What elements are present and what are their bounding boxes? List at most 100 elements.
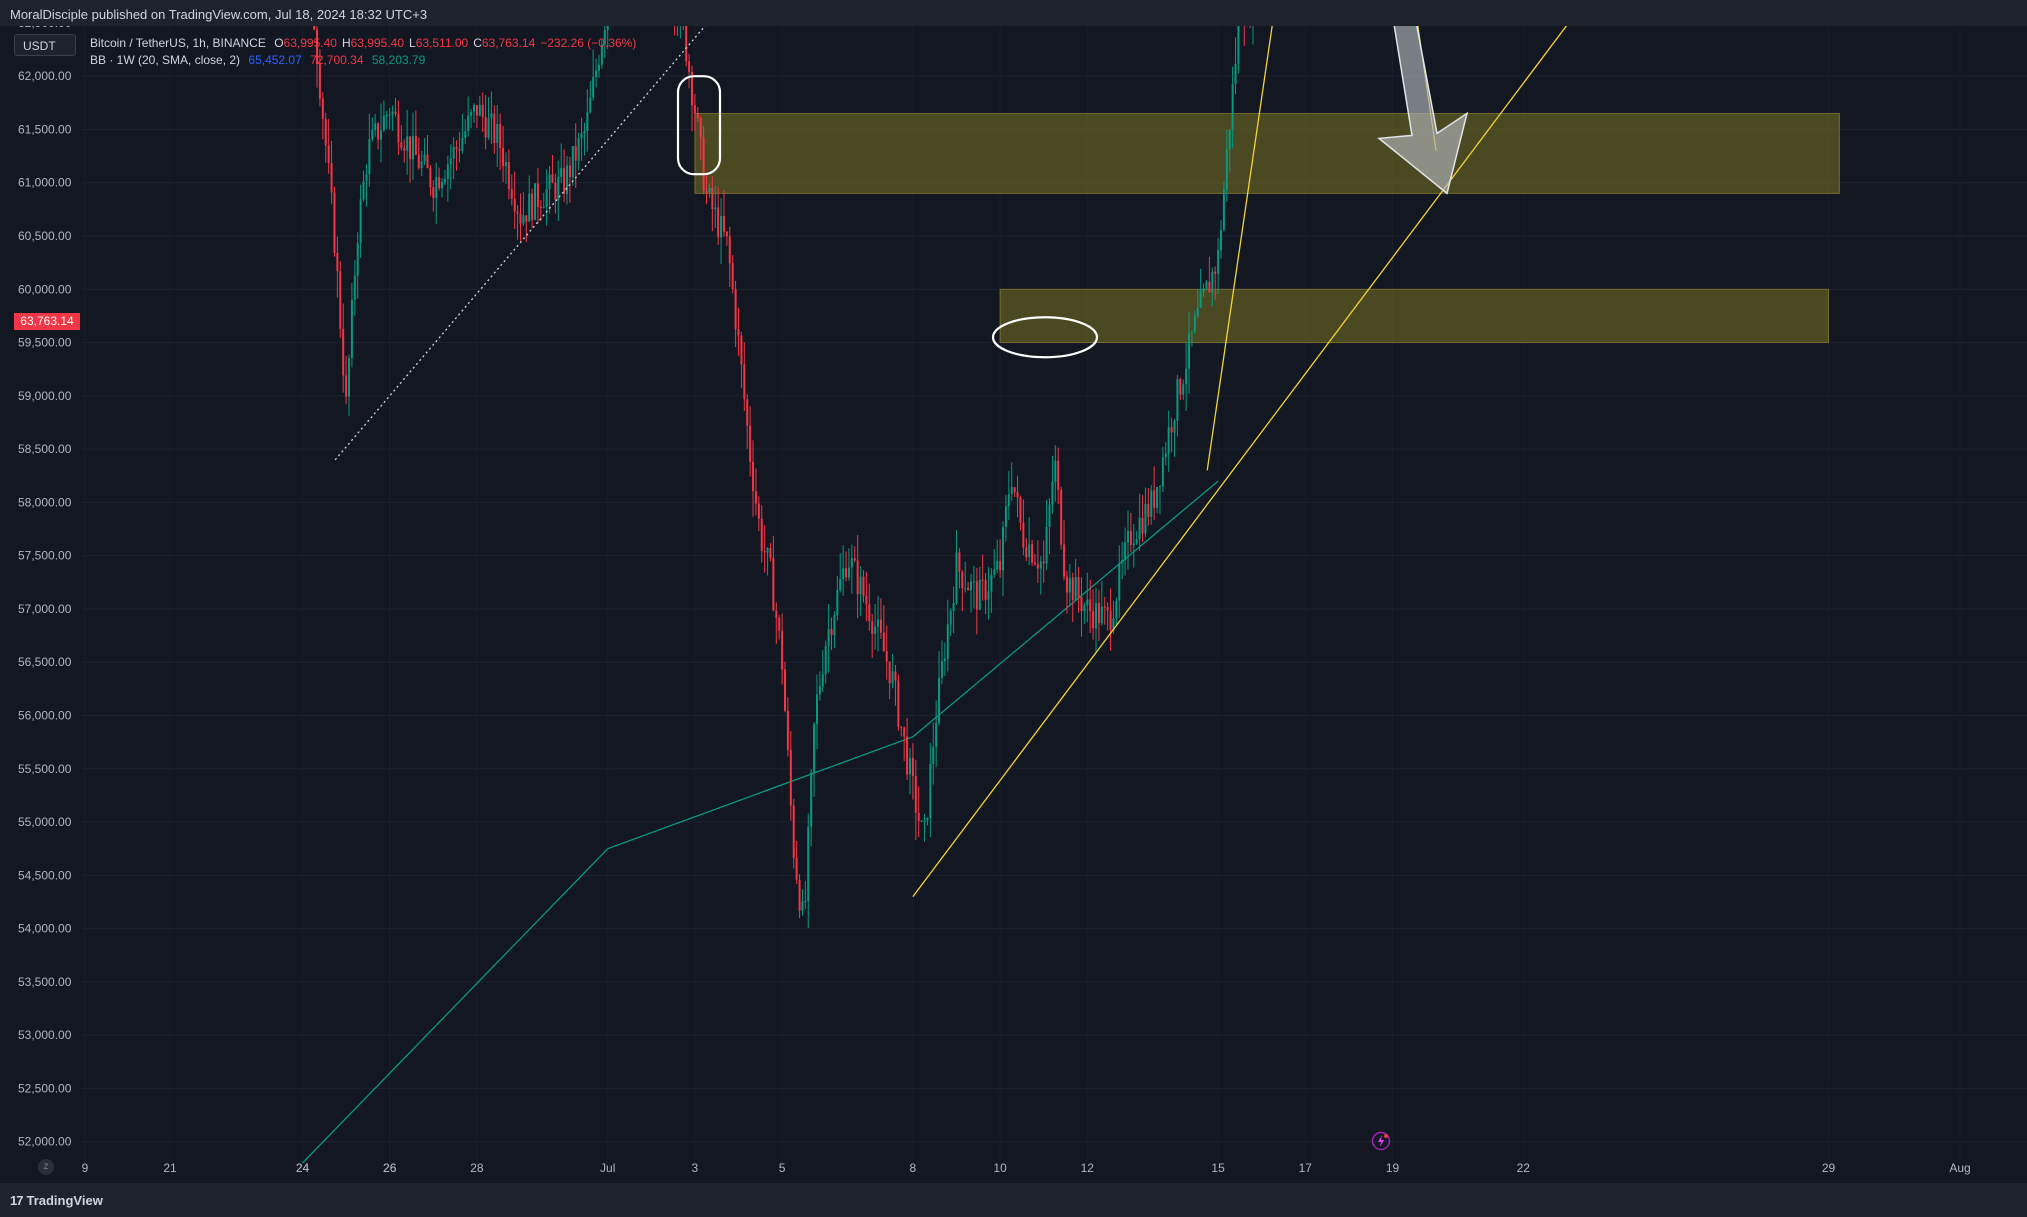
candle-body: [996, 561, 999, 570]
candle-body: [1092, 611, 1095, 629]
candle-body: [906, 736, 909, 775]
candle-body: [696, 113, 699, 119]
candle-body: [1004, 506, 1007, 527]
candle-body: [1234, 63, 1237, 85]
candle-body: [350, 299, 353, 359]
y-tick-label: 58,000.00: [18, 495, 72, 509]
candle-body: [999, 561, 1002, 571]
low-value: 63,511.00: [415, 36, 469, 50]
candle-body: [1179, 379, 1182, 395]
candle-body: [461, 137, 464, 151]
x-tick-label: 28: [470, 1161, 484, 1175]
candle-body: [891, 671, 894, 684]
candle-body: [475, 105, 478, 116]
x-tick-label: 9: [82, 1161, 89, 1175]
candle-body: [348, 358, 351, 397]
candle-body: [1199, 292, 1202, 308]
open-label: O: [274, 36, 284, 50]
candle-body: [600, 44, 603, 65]
candle-body: [1208, 281, 1211, 293]
flash-icon[interactable]: [1371, 1131, 1391, 1151]
candle-body: [603, 29, 606, 45]
y-tick-label: 56,000.00: [18, 708, 72, 722]
chart-area[interactable]: 52,000.00 52,500.00 53,000.00 53,500.00 54,0…: [0, 26, 2027, 1183]
candle-body: [429, 168, 432, 188]
candle-body: [333, 192, 336, 253]
candle-body: [571, 146, 574, 178]
candle-body: [359, 199, 362, 244]
candle-body: [464, 131, 467, 138]
legend-ohlc: O63,995.40 H63,995.40 L63,511.00 C63,763.14…: [274, 36, 641, 50]
y-tick-label: 61,000.00: [18, 176, 72, 190]
candle-body: [502, 148, 505, 167]
candle-body: [345, 375, 348, 397]
x-tick-label: 24: [296, 1161, 310, 1175]
candle-body: [853, 558, 856, 561]
candle-body: [754, 491, 757, 504]
candle-body: [923, 820, 926, 822]
candle-body: [1138, 517, 1141, 540]
candle-body: [420, 161, 423, 168]
candle-body: [757, 503, 760, 519]
bottom-bar: 17 TradingView: [0, 1183, 2027, 1217]
candle-body: [737, 329, 740, 336]
candle-body: [1217, 250, 1220, 274]
candle-body: [487, 118, 490, 138]
candle-body: [455, 147, 458, 150]
y-tick-label: 55,500.00: [18, 762, 72, 776]
candle-body: [1089, 599, 1092, 612]
candle-body: [711, 187, 714, 210]
candle-body: [379, 130, 382, 140]
candle-body: [990, 574, 993, 592]
candle-body: [836, 590, 839, 616]
z-icon[interactable]: z: [38, 1159, 54, 1175]
candle-body: [1185, 368, 1188, 385]
candle-body: [1109, 610, 1112, 631]
candle-body: [688, 61, 691, 72]
highlight-capsule: [676, 75, 722, 176]
candle-body: [981, 579, 984, 581]
candle-body: [871, 621, 874, 634]
candle-body: [964, 587, 967, 589]
price-chart[interactable]: 52,000.00 52,500.00 53,000.00 53,500.00 54,0…: [0, 26, 2027, 1183]
legend-symbol-row: Bitcoin / TetherUS, 1h, BINANCE O63,995.…: [90, 35, 646, 52]
candle-body: [699, 118, 702, 138]
candle-body: [368, 139, 371, 175]
candle-body: [856, 560, 859, 595]
candle-body: [693, 105, 696, 114]
candle-body: [597, 64, 600, 71]
candle-body: [423, 154, 426, 162]
chart-legend: Bitcoin / TetherUS, 1h, BINANCE O63,995.…: [90, 35, 646, 69]
candle-body: [1135, 539, 1138, 544]
last-price-tag: 63,763.14: [14, 313, 80, 330]
tradingview-logo[interactable]: 17 TradingView: [10, 1193, 103, 1208]
candle-body: [1033, 562, 1036, 565]
candle-body: [1176, 379, 1179, 421]
candle-body: [1002, 526, 1005, 571]
candle-body: [766, 548, 769, 553]
candle-body: [449, 158, 452, 165]
candle-body: [1097, 602, 1100, 624]
x-tick-label: 5: [779, 1161, 786, 1175]
bb-upper-value: 72,700.34: [310, 53, 364, 67]
candle-body: [801, 901, 804, 911]
currency-selector[interactable]: USDT: [14, 34, 76, 56]
candle-body: [574, 146, 577, 161]
candle-body: [917, 812, 920, 821]
y-tick-label: 62,000.00: [18, 69, 72, 83]
candle-body: [342, 328, 345, 376]
candle-body: [458, 149, 461, 151]
candle-body: [1071, 577, 1074, 601]
y-tick-label: 52,000.00: [18, 1135, 72, 1149]
candle-body: [1051, 482, 1054, 505]
candle-body: [493, 113, 496, 143]
candle-body: [842, 568, 845, 580]
candle-body: [1100, 606, 1103, 624]
candle-body: [446, 164, 449, 179]
candle-body: [1063, 544, 1066, 577]
candle-body: [481, 104, 484, 117]
y-tick-label: 59,500.00: [18, 336, 72, 350]
candle-body: [1077, 577, 1080, 597]
candle-body: [967, 587, 970, 591]
candle-body: [516, 211, 519, 214]
